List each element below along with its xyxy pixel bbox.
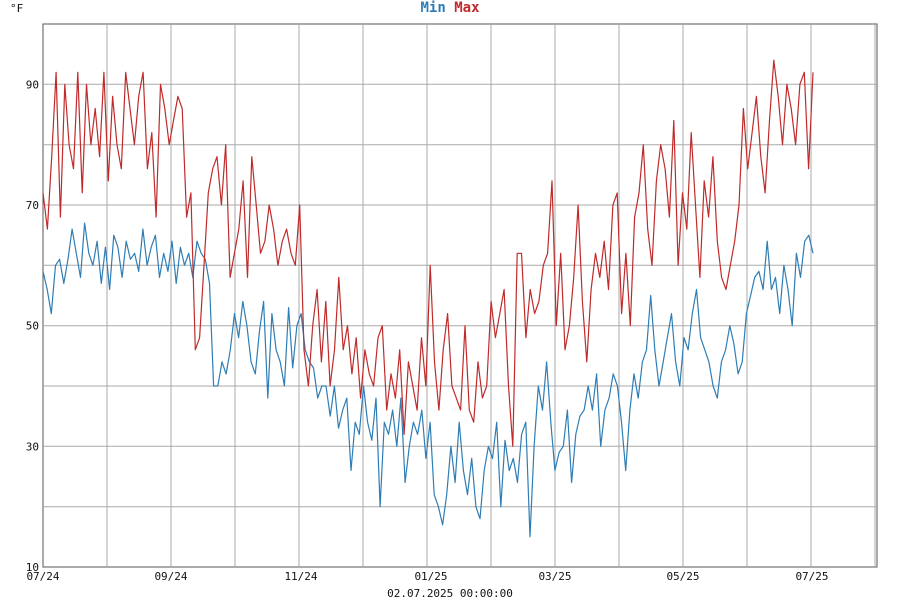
- x-tick-label: 07/24: [26, 570, 59, 583]
- timestamp-footer: 02.07.2025 00:00:00: [387, 587, 513, 600]
- x-tick-label: 01/25: [414, 570, 447, 583]
- x-tick-label: 09/24: [154, 570, 187, 583]
- y-axis-labels: 10 30 50 70 90: [26, 78, 39, 574]
- x-tick-label: 05/25: [666, 570, 699, 583]
- y-tick-label: 50: [26, 320, 39, 333]
- grid: [42, 23, 878, 568]
- plot-area: [42, 23, 878, 568]
- legend-max: Max: [454, 0, 480, 16]
- y-unit-label: °F: [10, 2, 23, 15]
- y-tick-label: 10: [26, 561, 39, 574]
- series-line-max: [42, 59, 814, 447]
- series-layer: [42, 59, 814, 538]
- x-tick-label: 07/25: [795, 570, 828, 583]
- y-tick-label: 30: [26, 440, 39, 453]
- series-line-min: [42, 222, 814, 538]
- y-tick-label: 90: [26, 78, 39, 91]
- y-tick-label: 70: [26, 199, 39, 212]
- legend: Min Max: [420, 0, 480, 16]
- x-tick-label: 11/24: [284, 570, 317, 583]
- x-axis-labels: 07/24 09/24 11/24 01/25 03/25 05/25 07/25: [26, 570, 828, 583]
- x-tick-label: 03/25: [538, 570, 571, 583]
- legend-min: Min: [420, 0, 445, 16]
